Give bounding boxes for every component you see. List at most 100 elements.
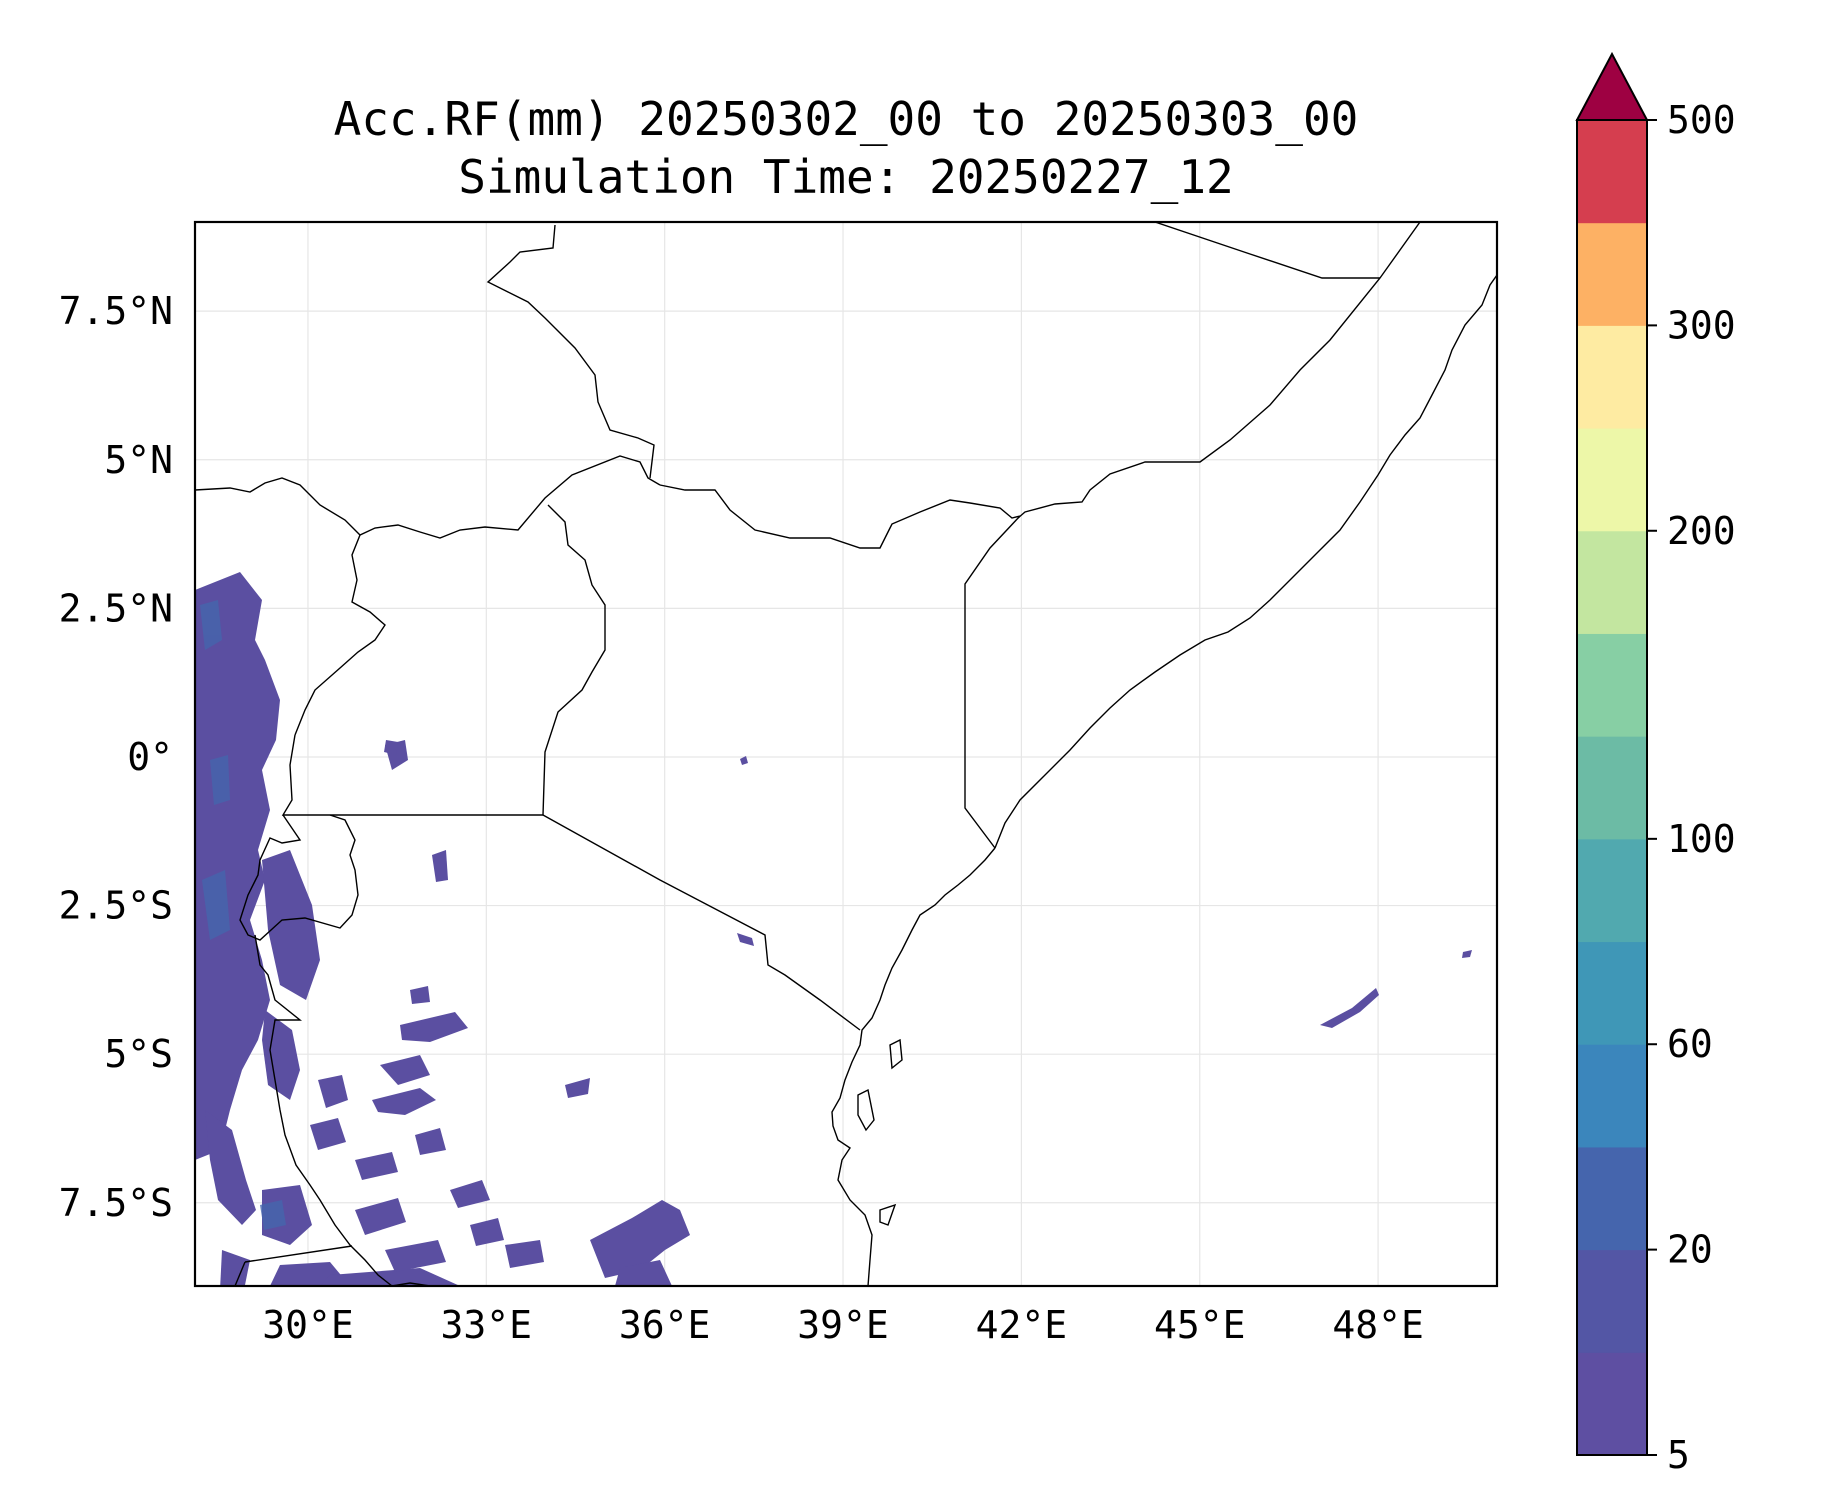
rain-patch [380, 1055, 430, 1085]
coast-kenya-tanzania [831, 847, 996, 1286]
rain-patch [205, 1110, 256, 1225]
colorbar-segment [1577, 1146, 1647, 1251]
x-tick-label: 45°E [1154, 1303, 1246, 1347]
border-tanzania-zambia [244, 1245, 353, 1263]
colorbar-extend-arrow [1575, 51, 1649, 121]
rain-patch [1462, 950, 1472, 958]
rain-patch-heavy [202, 870, 230, 940]
map-title-line-1: Acc.RF(mm) 20250302_00 to 20250303_00 [333, 92, 1359, 146]
border-drc-tanzania [254, 934, 393, 1286]
y-tick-label: 7.5°S [59, 1181, 173, 1225]
rain-patch [318, 1075, 348, 1108]
rain-patch [565, 1078, 590, 1098]
y-tick-label: 5°S [104, 1032, 173, 1076]
colorbar-segment [1577, 120, 1647, 224]
border-uganda-kenya [542, 504, 606, 816]
graticule [195, 222, 1497, 1286]
country-borders [195, 222, 1497, 1286]
colorbar-frame [1576, 119, 1648, 1456]
border-north-somalia [1154, 222, 1380, 279]
border-uganda-south-sudan-west [294, 534, 386, 736]
y-axis-ticks: 7.5°N 5°N 2.5°N 0° 2.5°S 5°S 7.5°S [59, 289, 173, 1225]
y-tick-label: 5°N [104, 438, 173, 482]
rain-patch [400, 1012, 468, 1042]
colorbar-tick-label: 60 [1667, 1022, 1713, 1066]
colorbar-segment [1577, 428, 1647, 532]
rain-patch [195, 572, 280, 1160]
colorbar-tick-label: 300 [1667, 303, 1736, 347]
colorbar-segment [1577, 222, 1647, 326]
y-tick-label: 2.5°S [59, 884, 173, 928]
rain-patch [470, 1218, 504, 1246]
rain-patch [1320, 988, 1379, 1028]
border-rwanda-burundi [239, 814, 359, 941]
rain-patch [415, 1128, 446, 1155]
y-tick-label: 0° [127, 735, 173, 779]
colorbar-tick-label: 20 [1667, 1228, 1713, 1272]
rain-patch [262, 850, 320, 1000]
colorbar-tick-label: 200 [1667, 509, 1736, 553]
rainfall-layer [195, 572, 1472, 1286]
rain-patch [320, 1268, 460, 1286]
rain-patch [505, 1240, 544, 1268]
rain-patch [262, 1185, 312, 1245]
colorbar-segment [1577, 736, 1647, 840]
border-ethiopia-kenya [659, 484, 1021, 549]
colorbar-segment [1577, 838, 1647, 943]
colorbar-segment [1577, 530, 1647, 634]
border-zambia-south [234, 1261, 246, 1286]
colorbar-tick-label: 5 [1667, 1433, 1690, 1477]
border-ethiopia-somalia [1017, 222, 1421, 519]
rain-patch [615, 1260, 672, 1286]
rain-patch [432, 850, 448, 882]
colorbar-tick-label: 100 [1667, 817, 1736, 861]
x-tick-label: 39°E [797, 1303, 889, 1347]
rain-patch-heavy [260, 1200, 286, 1230]
map-frame [193, 220, 1499, 1288]
colorbar-tick-label: 500 [1667, 98, 1736, 142]
rain-patch [410, 986, 430, 1004]
rain-patch [262, 1010, 300, 1100]
rain-patch [737, 933, 754, 946]
x-axis-ticks: 30°E 33°E 36°E 39°E 42°E 45°E 48°E [262, 1303, 1424, 1347]
border-sudan-ethiopia [486, 224, 655, 479]
border-somalia-kenya [964, 515, 1021, 849]
lake-rain-dots [384, 740, 398, 755]
border-uganda-south [281, 734, 543, 816]
y-tick-label: 2.5°N [59, 586, 173, 630]
x-tick-label: 48°E [1332, 1303, 1424, 1347]
colorbar-segment [1577, 325, 1647, 429]
border-somalia-coast-north [994, 274, 1497, 849]
colorbar-segment [1577, 633, 1647, 737]
rain-patch [385, 1240, 446, 1272]
rain-patch [450, 1180, 490, 1208]
colorbar-segment [1577, 941, 1647, 1045]
rain-patch-heavy [200, 600, 222, 650]
rain-patch [310, 1118, 346, 1150]
colorbar-segment [1577, 1249, 1647, 1353]
island-zanzibar [857, 1088, 875, 1132]
rain-patch [355, 1198, 406, 1235]
island-mafia [879, 1203, 897, 1226]
x-tick-label: 33°E [441, 1303, 533, 1347]
x-tick-label: 30°E [262, 1303, 354, 1347]
colorbar-segment [1577, 1044, 1647, 1148]
island-pemba [889, 1038, 903, 1070]
rain-patch [384, 740, 398, 755]
map-title-line-2: Simulation Time: 20250227_12 [458, 150, 1234, 204]
border-kenya-tanzania [542, 814, 861, 1031]
colorbar-segment [1577, 1352, 1647, 1456]
border-south-sudan [195, 455, 661, 539]
x-tick-label: 42°E [976, 1303, 1068, 1347]
rain-patch [220, 1250, 250, 1286]
x-tick-label: 36°E [619, 1303, 711, 1347]
rain-patch [590, 1200, 690, 1278]
rain-patch [355, 1152, 398, 1180]
y-tick-label: 7.5°N [59, 289, 173, 333]
colorbar: 5 20 60 100 200 300 500 [1575, 51, 1736, 1477]
rain-patch-heavy [210, 755, 230, 805]
rain-patch [740, 756, 748, 765]
rain-patch [372, 1088, 436, 1115]
